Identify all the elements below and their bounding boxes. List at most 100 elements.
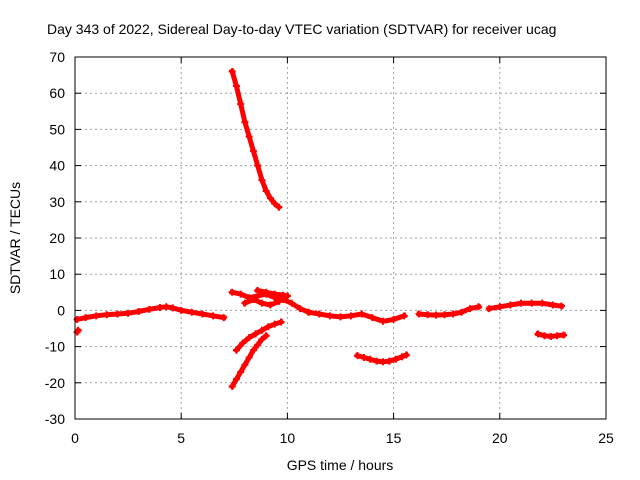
- data-point: [392, 355, 400, 363]
- data-point: [485, 305, 493, 313]
- data-point: [237, 100, 245, 108]
- series-trace: [229, 68, 283, 211]
- data-point: [347, 312, 355, 320]
- data-point: [271, 320, 279, 328]
- series-arc-late-low: [534, 330, 568, 340]
- data-point: [113, 310, 121, 318]
- data-point: [415, 310, 423, 318]
- data-point: [188, 308, 196, 316]
- data-point: [398, 353, 406, 361]
- data-point: [275, 203, 283, 211]
- data-point: [540, 332, 548, 340]
- data-point: [337, 313, 344, 321]
- data-point: [400, 312, 408, 320]
- data-point: [228, 288, 236, 296]
- series-arc-hump-c: [254, 286, 287, 299]
- data-point: [538, 299, 546, 307]
- series-arc-steep-down: [228, 67, 283, 211]
- y-tick-label: 50: [49, 121, 65, 137]
- grid-layer: [75, 57, 606, 419]
- data-point: [145, 305, 153, 313]
- data-point: [241, 118, 249, 126]
- data-point: [241, 361, 249, 369]
- data-point: [249, 346, 257, 354]
- data-point: [288, 299, 296, 307]
- y-tick-label: -10: [45, 339, 65, 355]
- data-point: [239, 339, 247, 347]
- series-arc-mid-up: [232, 318, 285, 354]
- data-point: [258, 176, 266, 184]
- data-point: [275, 297, 283, 305]
- data-point: [209, 312, 217, 320]
- data-point: [373, 357, 381, 365]
- data-point: [385, 357, 393, 365]
- data-point: [353, 352, 361, 360]
- y-tick-label: -30: [45, 411, 65, 427]
- series-arc-main-2: [305, 308, 408, 325]
- series-trace: [254, 287, 287, 299]
- data-point: [534, 330, 542, 338]
- data-point: [266, 301, 274, 309]
- data-point: [553, 332, 561, 340]
- data-point: [432, 311, 440, 319]
- data-point: [358, 310, 366, 318]
- data-point: [549, 301, 557, 309]
- data-point: [237, 368, 245, 376]
- data-point: [390, 315, 398, 323]
- series-layer: [73, 67, 568, 390]
- tick-layer: 0 5 10 15 20 25 -30 -20 -10 0 10 20 30 40 50 60 70: [45, 49, 614, 446]
- x-tick-label: 15: [386, 430, 402, 446]
- data-point: [264, 323, 272, 331]
- data-point: [245, 353, 253, 361]
- data-point: [232, 82, 240, 90]
- data-point: [169, 304, 177, 312]
- data-point: [82, 314, 90, 322]
- data-point: [475, 303, 483, 311]
- y-tick-label: -20: [45, 375, 65, 391]
- y-tick-label: 10: [49, 266, 65, 282]
- data-point: [262, 187, 270, 195]
- data-point: [360, 353, 368, 361]
- data-point: [266, 194, 274, 202]
- series-arc-steep-up: [228, 332, 270, 390]
- series-arc-main-3: [415, 303, 483, 319]
- data-point: [245, 334, 253, 342]
- data-point: [220, 314, 228, 322]
- data-point: [379, 358, 387, 366]
- data-point: [262, 332, 270, 340]
- data-point: [326, 312, 334, 320]
- x-tick-label: 20: [492, 430, 508, 446]
- data-point: [262, 288, 270, 296]
- y-tick-label: 30: [49, 194, 65, 210]
- data-point: [271, 200, 279, 208]
- chart-title: Day 343 of 2022, Sidereal Day-to-day VTE…: [47, 21, 556, 37]
- data-point: [560, 331, 568, 339]
- x-tick-label: 10: [280, 430, 296, 446]
- data-point: [74, 326, 82, 334]
- series-trace: [305, 309, 408, 324]
- data-point: [258, 335, 266, 343]
- data-point: [162, 303, 170, 311]
- data-point: [198, 310, 206, 318]
- data-point: [232, 346, 240, 354]
- data-point: [528, 299, 536, 307]
- data-point: [368, 314, 376, 322]
- data-point: [449, 310, 457, 318]
- series-trace: [74, 304, 227, 323]
- data-point: [103, 311, 111, 319]
- data-point: [135, 307, 143, 315]
- data-point: [254, 341, 262, 349]
- data-point: [254, 286, 262, 294]
- data-point: [517, 299, 525, 307]
- series-arc-dip: [353, 351, 410, 366]
- data-point: [557, 302, 565, 310]
- data-point: [156, 304, 164, 312]
- data-point: [237, 290, 245, 298]
- data-point: [254, 162, 262, 170]
- data-point: [441, 311, 449, 319]
- data-point: [92, 312, 100, 320]
- series-arc-hump-b: [241, 292, 291, 309]
- data-point: [466, 305, 474, 313]
- data-point: [241, 299, 249, 307]
